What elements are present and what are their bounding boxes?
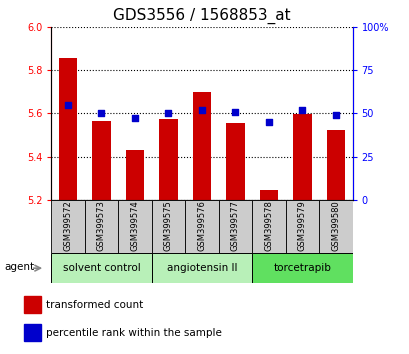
Bar — [151, 200, 185, 253]
Bar — [326, 130, 344, 200]
Text: GSM399574: GSM399574 — [130, 200, 139, 251]
Bar — [58, 58, 77, 200]
Point — [198, 107, 204, 113]
Text: agent: agent — [4, 262, 34, 272]
Text: solvent control: solvent control — [63, 263, 140, 273]
Text: torcetrapib: torcetrapib — [273, 263, 330, 273]
Text: GSM399572: GSM399572 — [63, 200, 72, 251]
Text: angiotensin II: angiotensin II — [166, 263, 236, 273]
Bar — [51, 200, 85, 253]
Bar — [24, 324, 41, 341]
Text: GSM399573: GSM399573 — [97, 200, 106, 251]
Title: GDS3556 / 1568853_at: GDS3556 / 1568853_at — [113, 7, 290, 24]
Bar — [218, 200, 252, 253]
Point — [332, 112, 338, 118]
Bar — [259, 190, 277, 200]
Bar — [126, 150, 144, 200]
Bar — [51, 253, 151, 283]
Text: GSM399576: GSM399576 — [197, 200, 206, 251]
Bar — [159, 119, 177, 200]
Bar — [92, 121, 110, 200]
Point — [299, 107, 305, 113]
Bar — [85, 200, 118, 253]
Point — [98, 110, 105, 116]
Bar — [226, 123, 244, 200]
Bar — [292, 114, 311, 200]
Text: GSM399575: GSM399575 — [164, 200, 173, 251]
Point — [65, 102, 71, 108]
Point — [231, 109, 238, 114]
Bar — [118, 200, 151, 253]
Bar — [252, 253, 352, 283]
Bar — [24, 296, 41, 313]
Bar — [252, 200, 285, 253]
Point — [265, 119, 272, 125]
Text: percentile rank within the sample: percentile rank within the sample — [46, 328, 222, 338]
Text: GSM399577: GSM399577 — [230, 200, 239, 251]
Text: transformed count: transformed count — [46, 300, 143, 310]
Bar — [318, 200, 352, 253]
Bar — [285, 200, 318, 253]
Text: GSM399579: GSM399579 — [297, 200, 306, 251]
Text: GSM399578: GSM399578 — [264, 200, 273, 251]
Bar — [192, 92, 211, 200]
Text: GSM399580: GSM399580 — [330, 200, 339, 251]
Point — [165, 110, 171, 116]
Bar — [185, 200, 218, 253]
Point — [131, 116, 138, 121]
Bar — [151, 253, 252, 283]
